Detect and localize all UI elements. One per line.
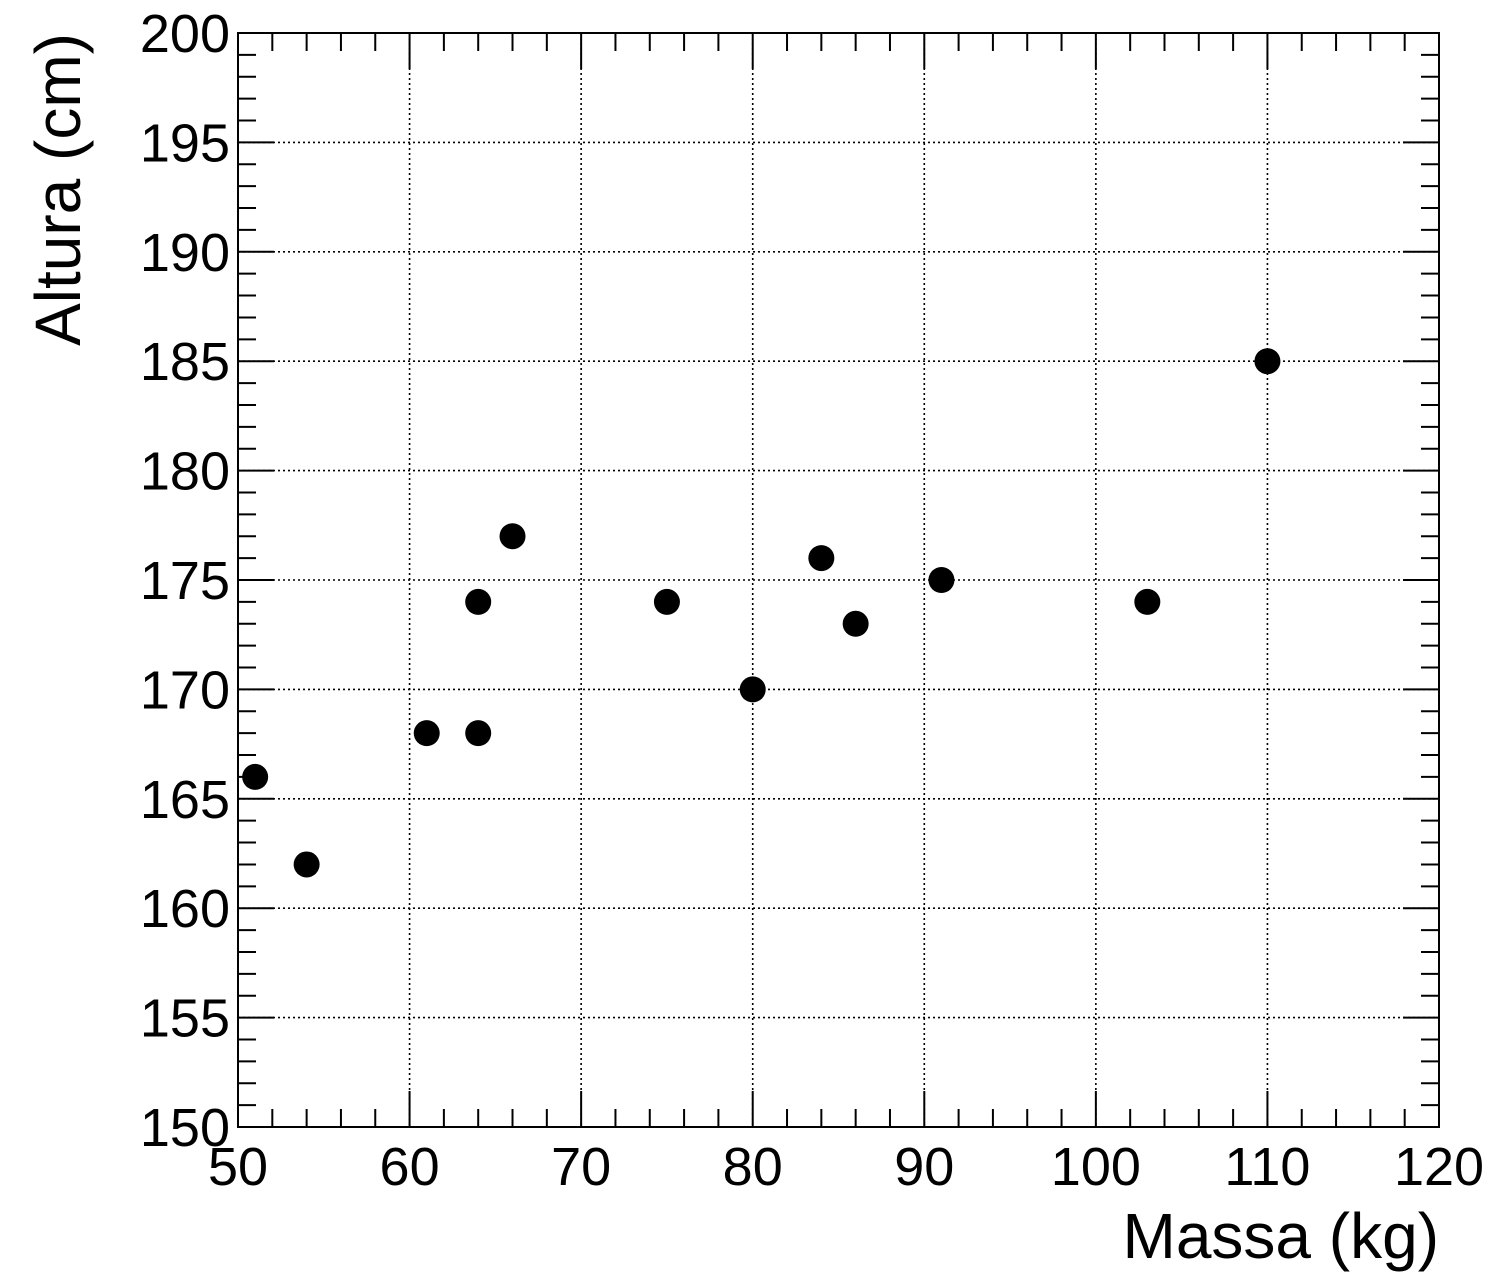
x-tick-label: 60 [380, 1137, 440, 1197]
tick-labels: 50 60 70 80 90 100 110 120 150 155 160 165 170 175 180… [140, 4, 1484, 1197]
x-tick-label: 90 [894, 1137, 954, 1197]
data-point [242, 763, 269, 790]
y-tick-label: 190 [140, 223, 230, 283]
data-point [928, 567, 955, 593]
data-point [1134, 588, 1161, 615]
data-point [842, 610, 869, 637]
y-tick-label: 180 [140, 442, 230, 502]
data-point [653, 588, 680, 615]
data-point [499, 523, 526, 550]
data-point [465, 588, 492, 615]
y-axis-title: Altura (cm) [22, 33, 94, 346]
y-tick-label: 170 [140, 660, 230, 720]
grid-lines [238, 33, 1439, 1127]
data-point [413, 720, 440, 747]
y-tick-label: 195 [140, 113, 230, 173]
x-axis-title: Massa (kg) [1123, 1200, 1440, 1272]
data-points [242, 348, 1281, 878]
y-tick-label: 165 [140, 770, 230, 830]
x-tick-label: 80 [723, 1137, 783, 1197]
y-tick-label: 175 [140, 551, 230, 611]
x-tick-label: 100 [1051, 1137, 1141, 1197]
data-point [739, 676, 766, 703]
data-point [293, 851, 320, 878]
y-tick-label: 150 [140, 1098, 230, 1158]
y-tick-label: 155 [140, 989, 230, 1049]
plot-frame [237, 32, 1440, 1128]
data-point [808, 545, 835, 572]
x-tick-label: 70 [551, 1137, 611, 1197]
y-tick-label: 160 [140, 879, 230, 939]
x-tick-label: 120 [1394, 1137, 1484, 1197]
y-tick-label: 200 [140, 4, 230, 64]
y-tick-label: 185 [140, 332, 230, 392]
data-point [1254, 348, 1281, 375]
x-tick-label: 110 [1224, 1137, 1310, 1197]
data-point [465, 720, 492, 747]
x-tick-label: 50 [208, 1137, 268, 1197]
